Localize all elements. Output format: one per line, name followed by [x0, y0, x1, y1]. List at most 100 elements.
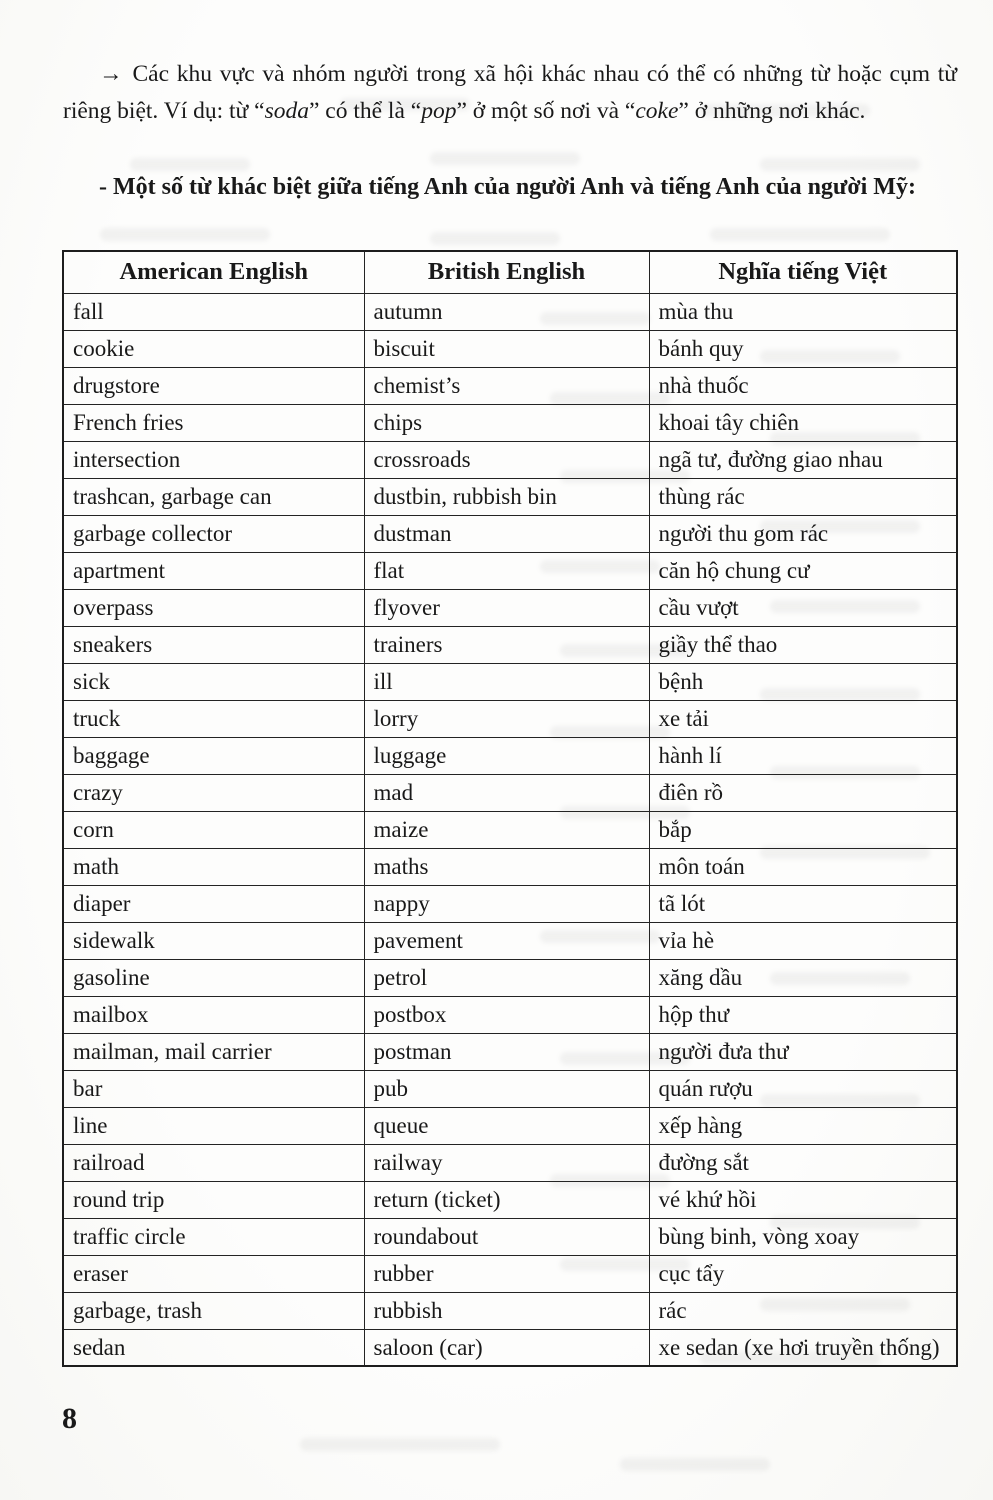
bleed-through-smudge [430, 152, 580, 165]
vocabulary-table-head: American English British English Nghĩa tiế… [62, 250, 958, 294]
cell-british-english: postbox [363, 995, 650, 1034]
table-row: bar pub quán rượu [62, 1069, 958, 1108]
cell-american-english: mailman, mail carrier [62, 1032, 365, 1071]
cell-british-english: nappy [363, 884, 650, 923]
cell-american-english: math [62, 847, 365, 886]
cell-british-english: ill [363, 662, 650, 701]
cell-american-english: intersection [62, 440, 365, 479]
col-header-british-english: British English [363, 250, 650, 294]
cell-vietnamese-meaning: điên rồ [648, 773, 958, 812]
cell-vietnamese-meaning: xe sedan (xe hơi truyền thống) [648, 1328, 958, 1367]
cell-american-english: sidewalk [62, 921, 365, 960]
cell-american-english: eraser [62, 1254, 365, 1293]
cell-vietnamese-meaning: bánh quy [648, 329, 958, 368]
table-row: sick ill bệnh [62, 662, 958, 701]
intro-text-segment: ” ở một số nơi và “ [456, 98, 636, 124]
arrow-bullet-icon: → [99, 61, 123, 87]
cell-british-english: biscuit [363, 329, 650, 368]
cell-vietnamese-meaning: ngã tư, đường giao nhau [648, 440, 958, 479]
cell-vietnamese-meaning: đường sắt [648, 1143, 958, 1182]
cell-american-english: truck [62, 699, 365, 738]
cell-british-english: saloon (car) [363, 1328, 650, 1367]
cell-vietnamese-meaning: bùng binh, vòng xoay [648, 1217, 958, 1256]
cell-vietnamese-meaning: hộp thư [648, 995, 958, 1034]
table-row: sedan saloon (car) xe sedan (xe hơi truyền… [62, 1328, 958, 1367]
table-row: crazy mad điên rồ [62, 773, 958, 812]
cell-british-english: crossroads [363, 440, 650, 479]
cell-american-english: baggage [62, 736, 365, 775]
table-row: apartment flat căn hộ chung cư [62, 551, 958, 590]
cell-american-english: diaper [62, 884, 365, 923]
cell-american-english: mailbox [62, 995, 365, 1034]
cell-vietnamese-meaning: xếp hàng [648, 1106, 958, 1145]
cell-vietnamese-meaning: vé khứ hồi [648, 1180, 958, 1219]
table-row: French fries chips khoai tây chiên [62, 403, 958, 442]
cell-british-english: maths [363, 847, 650, 886]
cell-british-english: pub [363, 1069, 650, 1108]
cell-american-english: line [62, 1106, 365, 1145]
bleed-through-smudge [100, 228, 270, 241]
bleed-through-smudge [430, 232, 560, 245]
table-row: mailman, mail carrier postman người đưa th… [62, 1032, 958, 1071]
cell-vietnamese-meaning: mùa thu [648, 292, 958, 331]
cell-american-english: trashcan, garbage can [62, 477, 365, 516]
section-heading: - Một số từ khác biệt giữa tiếng Anh của… [99, 174, 916, 200]
table-row: railroad railway đường sắt [62, 1143, 958, 1182]
cell-vietnamese-meaning: rác [648, 1291, 958, 1330]
table-header-row: American English British English Nghĩa tiế… [62, 250, 958, 294]
cell-vietnamese-meaning: môn toán [648, 847, 958, 886]
intro-text-segment: Các khu vực và nhóm người trong xã hội k… [63, 61, 957, 124]
cell-american-english: corn [62, 810, 365, 849]
intro-text-segment: ” có thể là “ [308, 98, 422, 124]
bleed-through-smudge [300, 1438, 500, 1451]
bleed-through-smudge [620, 1458, 770, 1471]
cell-vietnamese-meaning: bệnh [648, 662, 958, 701]
table-row: baggage luggage hành lí [62, 736, 958, 775]
cell-american-english: traffic circle [62, 1217, 365, 1256]
cell-british-english: trainers [363, 625, 650, 664]
vocabulary-table: American English British English Nghĩa tiế… [62, 250, 958, 1367]
cell-american-english: overpass [62, 588, 365, 627]
cell-american-english: sedan [62, 1328, 365, 1367]
cell-vietnamese-meaning: người thu gom rác [648, 514, 958, 553]
table-row: trashcan, garbage can dustbin, rubbish bi… [62, 477, 958, 516]
table-row: diaper nappy tã lót [62, 884, 958, 923]
cell-vietnamese-meaning: căn hộ chung cư [648, 551, 958, 590]
cell-british-english: rubber [363, 1254, 650, 1293]
cell-british-english: postman [363, 1032, 650, 1071]
table-row: eraser rubber cục tẩy [62, 1254, 958, 1293]
cell-british-english: roundabout [363, 1217, 650, 1256]
table-row: sidewalk pavement vỉa hè [62, 921, 958, 960]
cell-british-english: lorry [363, 699, 650, 738]
table-row: fall autumn mùa thu [62, 292, 958, 331]
cell-american-english: apartment [62, 551, 365, 590]
cell-vietnamese-meaning: vỉa hè [648, 921, 958, 960]
col-header-vietnamese-meaning: Nghĩa tiếng Việt [648, 250, 958, 294]
cell-british-english: railway [363, 1143, 650, 1182]
table-row: math maths môn toán [62, 847, 958, 886]
cell-british-english: chemist’s [363, 366, 650, 405]
cell-vietnamese-meaning: bắp [648, 810, 958, 849]
vocabulary-table-body: fall autumn mùa thu cookie biscuit bánh quy dr… [62, 292, 958, 1367]
cell-american-english: bar [62, 1069, 365, 1108]
table-row: drugstore chemist’s nhà thuốc [62, 366, 958, 405]
cell-american-english: cookie [62, 329, 365, 368]
table-row: cookie biscuit bánh quy [62, 329, 958, 368]
cell-american-english: drugstore [62, 366, 365, 405]
cell-american-english: crazy [62, 773, 365, 812]
cell-british-english: petrol [363, 958, 650, 997]
cell-american-english: gasoline [62, 958, 365, 997]
cell-british-english: return (ticket) [363, 1180, 650, 1219]
page-number: 8 [62, 1402, 77, 1435]
intro-text-segment: ” ở những nơi khác. [678, 98, 866, 124]
cell-vietnamese-meaning: cục tẩy [648, 1254, 958, 1293]
table-row: garbage collector dustman người thu gom rá… [62, 514, 958, 553]
cell-british-english: queue [363, 1106, 650, 1145]
cell-vietnamese-meaning: xe tải [648, 699, 958, 738]
cell-vietnamese-meaning: thùng rác [648, 477, 958, 516]
cell-british-english: dustbin, rubbish bin [363, 477, 650, 516]
cell-american-english: round trip [62, 1180, 365, 1219]
cell-american-english: garbage collector [62, 514, 365, 553]
cell-vietnamese-meaning: giầy thể thao [648, 625, 958, 664]
table-row: garbage, trash rubbish rác [62, 1291, 958, 1330]
